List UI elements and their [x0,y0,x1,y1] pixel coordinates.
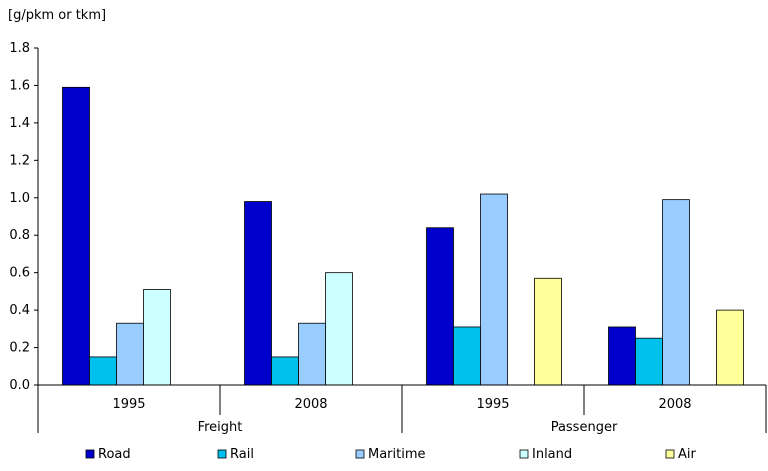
legend-label-road: Road [98,447,131,462]
bar-road [244,201,272,386]
bar-rail [635,337,663,386]
y-tick-label: 1.0 [9,191,30,206]
x-tick-label: 1995 [476,397,509,412]
bar-maritime [662,199,690,386]
bar-maritime [116,322,144,386]
x-group-label: Passenger [551,420,618,435]
bar-rail [271,356,299,386]
bar-rail [89,356,117,386]
bar-rail [453,326,481,386]
y-tick-label: 1.8 [9,41,30,56]
legend: Road Rail Maritime Inland Air [85,447,697,462]
bar-inland [143,289,171,386]
y-tick-label: 0.0 [9,378,30,393]
legend-label-air: Air [678,447,697,462]
bar-inland [325,272,353,386]
x-axis: 1995 2008 1995 2008 Freight Passenger [37,384,767,435]
y-tick-label: 0.6 [9,266,30,281]
x-tick-label: 2008 [294,397,327,412]
y-tick-label: 1.6 [9,78,30,93]
legend-swatch-inland [519,449,529,459]
y-tick-label: 0.8 [9,228,30,243]
legend-swatch-maritime [355,449,365,459]
legend-swatch-air [665,449,675,459]
bar-road [426,227,454,386]
x-group-label: Freight [198,420,243,435]
bar-maritime [298,322,326,386]
y-tick-label: 1.2 [9,153,30,168]
legend-swatch-road [85,449,95,459]
legend-label-inland: Inland [532,447,572,462]
bar-road [62,86,90,386]
legend-swatch-rail [217,449,227,459]
y-tick-label: 0.4 [9,303,30,318]
y-tick-label: 1.4 [9,116,30,131]
x-tick-label: 1995 [112,397,145,412]
y-axis: 0.0 0.2 0.4 0.6 0.8 1.0 1.2 1.4 1.6 1.8 [9,41,39,393]
bars [62,86,744,386]
bar-road [608,326,636,386]
x-tick-label: 2008 [658,397,691,412]
bar-maritime [480,193,508,386]
y-axis-label: [g/pkm or tkm] [8,8,106,23]
y-tick-label: 0.2 [9,341,30,356]
bar-air [534,277,562,386]
legend-label-rail: Rail [230,447,254,462]
legend-label-maritime: Maritime [368,447,426,462]
bar-air [716,309,744,386]
